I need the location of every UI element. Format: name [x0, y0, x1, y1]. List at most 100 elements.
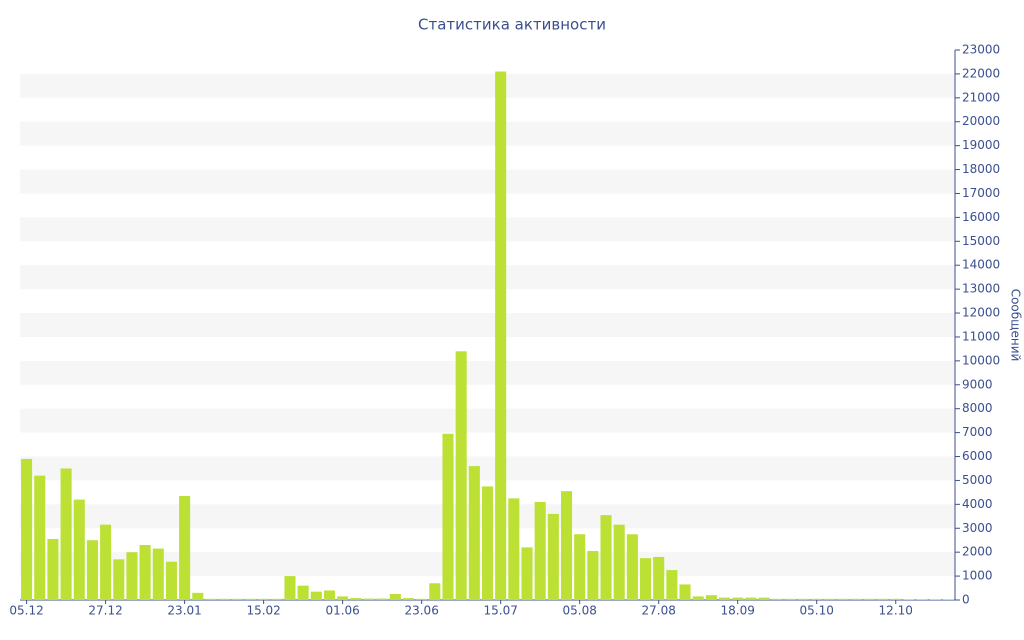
bar — [363, 598, 375, 600]
y-tick-label: 11000 — [962, 329, 1000, 343]
bar — [21, 458, 33, 600]
grid-band — [20, 265, 955, 290]
bar — [310, 591, 322, 600]
bar — [218, 598, 230, 600]
y-tick-label: 9000 — [962, 377, 993, 391]
x-tick-label: 12.10 — [879, 604, 913, 618]
bar — [402, 598, 415, 600]
bar — [560, 491, 573, 600]
bar — [113, 559, 125, 600]
bar — [903, 599, 915, 600]
bar — [692, 596, 704, 600]
bar — [732, 597, 744, 600]
bar — [179, 495, 191, 600]
bar — [442, 433, 454, 600]
bar — [100, 524, 112, 600]
y-tick-label: 15000 — [962, 234, 1000, 248]
x-tick-label: 23.01 — [167, 604, 201, 618]
y-tick-label: 20000 — [962, 114, 1000, 128]
bar — [719, 597, 731, 600]
bar — [126, 552, 138, 600]
grid-band — [20, 73, 955, 98]
grid-band — [20, 408, 955, 433]
y-tick-label: 13000 — [962, 282, 1000, 296]
bar — [811, 598, 823, 600]
bar — [850, 598, 862, 600]
bar — [837, 598, 849, 600]
bar — [942, 599, 954, 600]
grid-band — [20, 169, 955, 194]
bar — [534, 501, 546, 600]
bar — [350, 598, 362, 600]
bar — [152, 548, 164, 600]
bar — [271, 598, 283, 600]
bar — [244, 598, 256, 600]
bar — [416, 598, 428, 600]
bar — [337, 596, 349, 600]
bar — [60, 468, 72, 600]
y-tick-label: 0 — [962, 593, 970, 607]
bar — [653, 556, 665, 600]
bar — [600, 515, 612, 600]
y-tick-label: 18000 — [962, 162, 1000, 176]
x-tick-label: 05.10 — [800, 604, 834, 618]
y-tick-label: 4000 — [962, 497, 993, 511]
x-tick-label: 27.12 — [88, 604, 122, 618]
bar — [877, 598, 889, 600]
bar — [389, 594, 401, 600]
x-tick-label: 23.06 — [404, 604, 438, 618]
bar — [771, 598, 783, 600]
bar — [508, 498, 520, 600]
bar — [679, 584, 691, 600]
y-tick-label: 12000 — [962, 306, 1000, 320]
y-tick-label: 17000 — [962, 186, 1000, 200]
bar — [705, 595, 717, 600]
bar — [613, 524, 625, 600]
y-tick-label: 21000 — [962, 90, 1000, 104]
bar — [34, 475, 46, 600]
bar — [784, 598, 796, 600]
bar — [47, 539, 59, 600]
bar — [626, 534, 638, 600]
bar — [86, 540, 98, 600]
bar — [495, 71, 507, 601]
bar — [574, 534, 586, 600]
y-tick-label: 19000 — [962, 138, 1000, 152]
y-tick-label: 5000 — [962, 473, 993, 487]
bar — [890, 598, 902, 600]
bar — [73, 499, 85, 600]
grid-band — [20, 456, 955, 481]
grid-band — [20, 360, 955, 385]
bar — [205, 598, 217, 600]
bar — [297, 585, 309, 600]
y-tick-label: 6000 — [962, 449, 993, 463]
grid-band — [20, 313, 955, 337]
bar — [258, 598, 270, 600]
bar — [192, 592, 204, 600]
y-tick-label: 8000 — [962, 401, 993, 415]
x-tick-label: 15.02 — [246, 604, 280, 618]
y-tick-label: 16000 — [962, 210, 1000, 224]
bar — [429, 583, 441, 600]
x-tick-label: 01.06 — [325, 604, 359, 618]
grid-band — [20, 121, 955, 146]
x-tick-label: 05.12 — [9, 604, 43, 618]
y-tick-label: 22000 — [962, 66, 1000, 80]
bar — [323, 590, 336, 600]
y-tick-label: 7000 — [962, 425, 993, 439]
bar — [758, 597, 770, 600]
x-tick-label: 27.08 — [642, 604, 676, 618]
bar — [587, 550, 599, 600]
bar — [231, 598, 243, 600]
bar — [376, 598, 388, 600]
y-axis-label: Сообщений — [1009, 289, 1023, 362]
bar — [929, 599, 941, 600]
bar — [798, 598, 810, 600]
y-tick-label: 1000 — [962, 569, 993, 583]
bar — [139, 545, 151, 600]
y-tick-label: 2000 — [962, 545, 993, 559]
bar — [455, 351, 467, 600]
x-tick-label: 18.09 — [721, 604, 755, 618]
bar — [521, 547, 533, 600]
